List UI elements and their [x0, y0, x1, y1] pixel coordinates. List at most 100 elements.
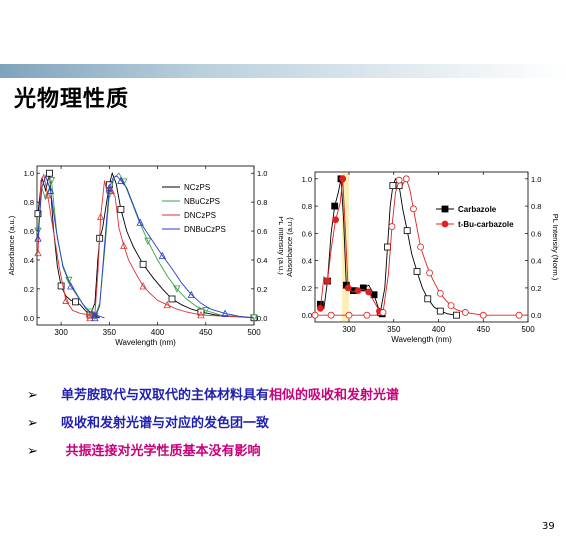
data-point-pl [389, 182, 397, 190]
series-line-pl [94, 175, 255, 319]
data-point-pl [120, 241, 128, 249]
x-axis-label: Wavelength (nm) [391, 335, 452, 344]
data-point-pl [453, 311, 460, 319]
plot-frame [36, 165, 255, 326]
legend-label: t-Bu-carbazole [458, 220, 514, 229]
data-point-pl [117, 205, 125, 213]
y2-tick-label: 0.4 [531, 257, 541, 266]
x-tick-label: 350 [103, 328, 117, 337]
x-tick-label: 300 [54, 328, 68, 337]
data-point-pl [221, 309, 229, 317]
y-tick-label: 0.6 [302, 229, 312, 238]
data-point-pl [139, 260, 147, 268]
data-point-pl [384, 243, 391, 251]
chart-left: 300 350 400 450 500 0.0 0.0 0.2 0.2 0.4 0.4 0.6 0.6 0… [7, 165, 283, 347]
x-tick-label: 450 [199, 328, 213, 337]
data-point-pl [187, 290, 195, 299]
data-point-pl [417, 243, 425, 251]
highlight-band [341, 173, 350, 321]
series-line-abs [319, 178, 386, 316]
data-point-pl [402, 175, 410, 183]
y2-tick-label: 0.8 [531, 202, 541, 211]
y2-tick-label: 0.0 [257, 314, 267, 323]
data-point-pl [144, 237, 152, 246]
arrow-bullet-icon: ➢ [27, 416, 38, 431]
data-point-abs [339, 175, 347, 183]
data-point-pl [158, 251, 167, 260]
bullet-2-text: 吸收和发射光谱与对应的发色团一致 [61, 416, 270, 431]
data-point-pl [97, 212, 105, 220]
y-tick-label: 1.0 [24, 169, 34, 178]
y-tick-label: 0.8 [302, 202, 312, 211]
series-line-pl [89, 171, 255, 319]
y2-tick-label: 0.2 [257, 285, 267, 294]
legend-label: Carbazole [458, 205, 497, 214]
data-point-pl [424, 295, 432, 303]
legend-label: NCzPS [184, 183, 210, 192]
legend-label: DNBuCzPS [184, 225, 226, 234]
data-point-pl [136, 218, 144, 226]
x-tick-label: 400 [151, 328, 165, 337]
x-tick-label: 450 [477, 325, 491, 334]
y-tick-label: 0.2 [302, 284, 312, 293]
data-point-pl [413, 268, 421, 275]
data-point-pl [105, 183, 113, 192]
y2-tick-label: 1.0 [257, 169, 267, 178]
series-line-abs [37, 173, 100, 317]
data-point-pl [173, 285, 181, 293]
y2-tick-label: 0.6 [257, 227, 267, 236]
data-point-abs [365, 288, 373, 296]
data-point-abs [331, 202, 339, 210]
slide-title: 光物理性质 [14, 87, 130, 112]
data-point-pl [91, 313, 99, 322]
series-line-abs [37, 174, 105, 319]
arrow-bullet-icon: ➢ [27, 444, 38, 459]
data-point-abs [370, 291, 378, 299]
data-point-pl [426, 269, 433, 277]
data-point-pl [345, 311, 353, 319]
y2-tick-label: 0.2 [531, 284, 541, 293]
arrow-bullet-icon: ➢ [27, 388, 38, 403]
data-point-abs [324, 277, 331, 285]
data-point-pl [327, 311, 335, 319]
legend-marker [441, 220, 449, 228]
y2-tick-label: 1.0 [531, 175, 541, 184]
y-tick-label: 0.2 [24, 285, 34, 294]
y-tick-label: 0.4 [302, 257, 312, 266]
data-point-pl [410, 205, 417, 213]
data-point-pl [388, 223, 396, 230]
data-point-abs [57, 282, 65, 290]
y2-tick-label: 0.8 [257, 198, 267, 207]
data-point-abs [34, 210, 42, 218]
y2-tick-label: 0.4 [257, 256, 267, 265]
data-point-pl [515, 311, 523, 319]
data-point-pl [202, 307, 210, 315]
y-tick-label: 0.4 [24, 256, 34, 265]
series-line-pl [89, 180, 255, 319]
data-point-abs [47, 177, 56, 185]
bullet-3-text: 共振连接对光学性质基本没有影响 [61, 444, 261, 459]
data-point-pl [479, 311, 487, 319]
legend-label: NBuCzPS [184, 197, 220, 206]
data-point-pl [139, 282, 147, 290]
data-point-pl [395, 176, 403, 184]
data-point-abs [43, 191, 52, 199]
data-point-pl [403, 227, 411, 235]
data-point-pl [311, 311, 319, 319]
data-point-abs [316, 304, 324, 312]
data-point-pl [117, 176, 125, 184]
data-point-pl [197, 310, 205, 319]
bullet-2: ➢ 吸收和发射光谱与对应的发色团一致 [27, 412, 269, 431]
page-number: 39 [542, 521, 555, 532]
series-line-abs [37, 180, 100, 317]
y2-axis-label: PL Intensity (a.u.) [277, 216, 283, 275]
data-point-pl [379, 309, 387, 316]
data-point-pl [163, 300, 171, 309]
y-tick-label: 0.0 [302, 311, 312, 320]
data-point-abs [34, 234, 42, 242]
y2-tick-label: 0.0 [531, 311, 541, 320]
x-tick-label: 350 [387, 325, 401, 334]
series-line-pl [94, 172, 255, 319]
plot-frame [314, 171, 529, 323]
data-point-abs [72, 298, 79, 306]
